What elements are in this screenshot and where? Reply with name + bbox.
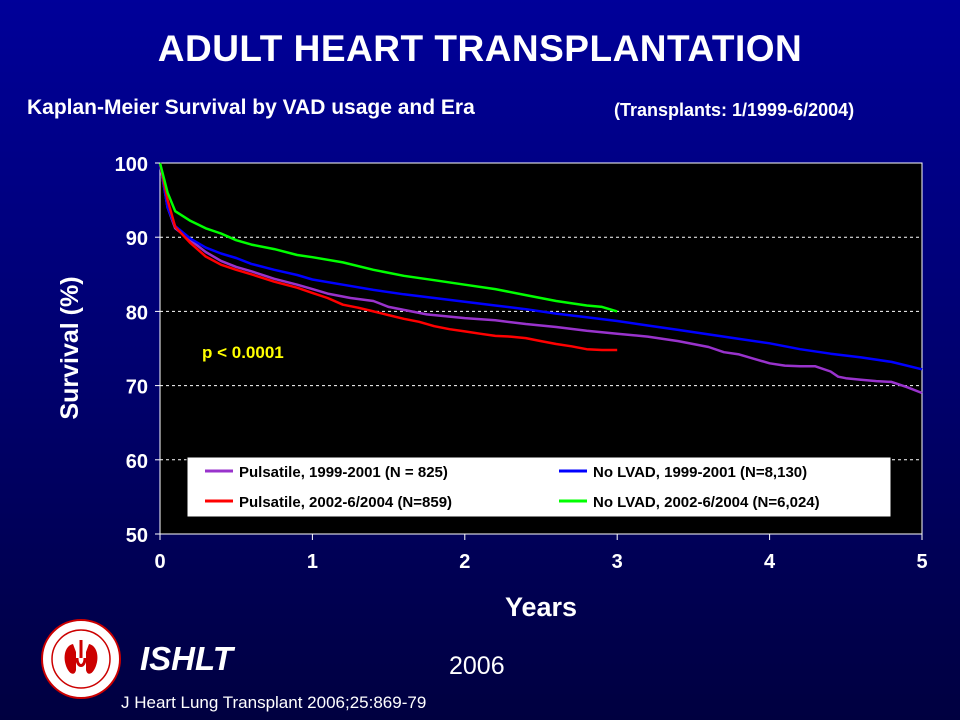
x-tick-label: 4: [764, 551, 776, 573]
legend-label-0: Pulsatile, 1999-2001 (N = 825): [239, 464, 448, 481]
axes: 50 60 70 80 90 100 0 1 2 3 4 5: [115, 154, 928, 573]
legend: Pulsatile, 1999-2001 (N = 825) Pulsatile,…: [186, 456, 892, 518]
x-tick-label: 0: [154, 551, 165, 573]
legend-label-3: No LVAD, 2002-6/2004 (N=6,024): [593, 494, 820, 511]
y-tick-label: 70: [126, 377, 148, 399]
y-tick-label: 60: [126, 451, 148, 473]
legend-box: [186, 456, 892, 518]
series-line-3: [158, 162, 618, 313]
legend-label-1: No LVAD, 1999-2001 (N=8,130): [593, 464, 807, 481]
era-note: (Transplants: 1/1999-6/2004): [614, 100, 855, 120]
x-tick-label: 5: [916, 551, 927, 573]
x-tick-label: 1: [307, 551, 318, 573]
x-axis-label: Years: [505, 592, 577, 622]
x-tick-label: 2: [459, 551, 470, 573]
y-tick-label: 90: [126, 228, 148, 250]
ishlt-logo: [41, 619, 121, 699]
series-line-2: [158, 162, 618, 352]
y-tick-label: 50: [126, 525, 148, 547]
legend-label-2: Pulsatile, 2002-6/2004 (N=859): [239, 494, 452, 511]
footer-year: 2006: [449, 652, 505, 680]
org-name: ISHLT: [140, 640, 233, 677]
y-axis-label: Survival (%): [56, 276, 84, 419]
chart-title: ADULT HEART TRANSPLANTATION: [157, 28, 803, 69]
series-line-0: [158, 162, 923, 395]
p-value-annotation: p < 0.0001: [202, 343, 284, 362]
series-line-1: [158, 162, 923, 371]
x-tick-label: 3: [612, 551, 623, 573]
y-tick-label: 80: [126, 302, 148, 324]
citation: J Heart Lung Transplant 2006;25:869-79: [121, 693, 427, 712]
y-tick-label: 100: [115, 154, 148, 176]
series-lines: [158, 162, 923, 395]
chart-subtitle: Kaplan-Meier Survival by VAD usage and E…: [27, 96, 475, 119]
